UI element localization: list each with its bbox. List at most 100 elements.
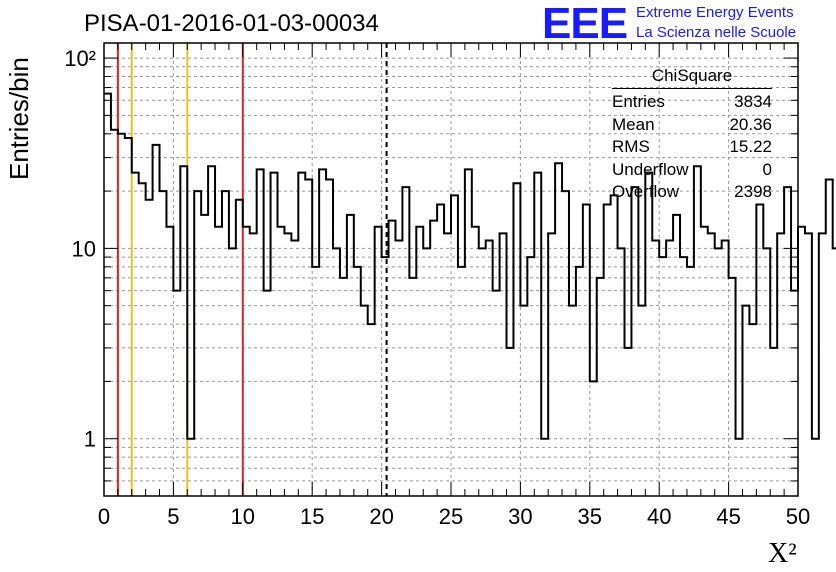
histogram-bin (590, 381, 597, 496)
histogram-bin (493, 291, 500, 496)
histogram-bin (389, 221, 396, 496)
histogram-bin (659, 257, 666, 496)
stats-row-entries: Entries 3834 (612, 91, 772, 114)
histogram-bin (229, 248, 236, 496)
histogram-bin (715, 248, 722, 496)
histogram-bin (319, 169, 326, 496)
stats-value: 2398 (734, 182, 772, 201)
histogram-bin (534, 173, 541, 496)
histogram-bin (173, 291, 180, 496)
histogram-bin (541, 439, 548, 496)
stats-box: ChiSquare Entries 3834 Mean 20.36 RMS 15… (612, 66, 772, 204)
histogram-bin (507, 348, 514, 496)
histogram-bin (513, 183, 520, 496)
stats-label: Entries (612, 92, 665, 111)
x-tick-label: 0 (98, 504, 110, 529)
histogram-bin (583, 205, 590, 496)
histogram-bin (694, 166, 701, 496)
histogram-bin (160, 191, 167, 496)
histogram-line (104, 92, 836, 440)
histogram-bin (111, 130, 118, 496)
histogram-bin (326, 180, 333, 496)
histogram-bin (201, 215, 208, 496)
x-tick-label: 50 (786, 504, 810, 529)
histogram-bin (368, 324, 375, 496)
histogram-bin (375, 227, 382, 496)
chart-title: PISA-01-2016-01-03-00034 (84, 10, 379, 37)
x-tick-label: 30 (508, 504, 532, 529)
y-tick-label: 10 (72, 236, 96, 261)
x-axis-label: X² (768, 538, 797, 569)
histogram-bin (486, 241, 493, 496)
stats-row-mean: Mean 20.36 (612, 114, 772, 137)
histogram-bin (749, 324, 756, 496)
histogram-bin (465, 169, 472, 496)
histogram-bin (673, 215, 680, 496)
histogram-bin (576, 267, 583, 496)
y-axis-label: Entries/bin (4, 57, 34, 180)
histogram-bin (333, 248, 340, 496)
histogram-bin (236, 200, 243, 496)
histogram-bin (208, 166, 215, 496)
y-tick-label: 10² (64, 46, 96, 71)
histogram-bin (312, 267, 319, 496)
histogram-bin (770, 348, 777, 496)
histogram-bin (222, 191, 229, 496)
stats-title: ChiSquare (612, 66, 772, 89)
histogram-bin (215, 227, 222, 496)
stats-label: Mean (612, 114, 655, 134)
histogram-bin (402, 187, 409, 496)
stats-value: 20.36 (729, 114, 772, 134)
histogram-bin (444, 233, 451, 496)
histogram-bin (548, 233, 555, 496)
eee-logo: EEE (542, 0, 628, 48)
histogram-bin (458, 267, 465, 496)
histogram-bin (819, 233, 826, 496)
histogram-bin (680, 257, 687, 496)
histogram-bin (812, 439, 819, 496)
stats-value: 0 (762, 159, 772, 179)
histogram-bin (500, 233, 507, 496)
histogram-bin (631, 187, 638, 496)
x-tick-label: 35 (578, 504, 602, 529)
histogram-bin (604, 205, 611, 496)
histogram-bin (625, 348, 632, 496)
stats-label: Overflow (612, 182, 680, 201)
histogram-bin (430, 221, 437, 496)
stats-label: Underflow (612, 159, 689, 179)
stats-row-overflow: Overflow 2398 (612, 181, 772, 204)
histogram-bin (104, 94, 111, 496)
histogram-bin (118, 134, 125, 496)
histogram-bin (243, 227, 250, 496)
stats-value: 3834 (734, 92, 772, 111)
x-tick-label: 25 (439, 504, 463, 529)
histogram-bin (472, 227, 479, 496)
histogram-bin (354, 267, 361, 496)
histogram-bin (166, 227, 173, 496)
histogram-bin (305, 180, 312, 496)
histogram-bin (409, 278, 416, 496)
logo-line-2: La Scienza nelle Scuole (636, 24, 797, 41)
histogram-bin (736, 439, 743, 496)
histogram-bin (666, 241, 673, 496)
histogram-bin (645, 173, 652, 496)
histogram-bin (722, 241, 729, 496)
histogram-bin (395, 241, 402, 496)
histogram-bin (638, 306, 645, 496)
histogram-bin (451, 195, 458, 496)
logo-line-1: Extreme Energy Events (636, 4, 794, 21)
stats-label: RMS (612, 137, 650, 156)
histogram-bin (791, 291, 798, 496)
histogram-bin (756, 205, 763, 496)
histogram-bin (618, 248, 625, 496)
histogram-bin (520, 306, 527, 496)
histogram-bin (153, 145, 160, 496)
histogram-bin (555, 163, 562, 496)
histogram-bin (250, 233, 257, 496)
histogram-bin (298, 173, 305, 496)
histogram-bin (284, 233, 291, 496)
x-tick-label: 5 (167, 504, 179, 529)
histogram-bin (132, 173, 139, 496)
histogram-bin (416, 227, 423, 496)
histogram-bin (798, 227, 805, 496)
